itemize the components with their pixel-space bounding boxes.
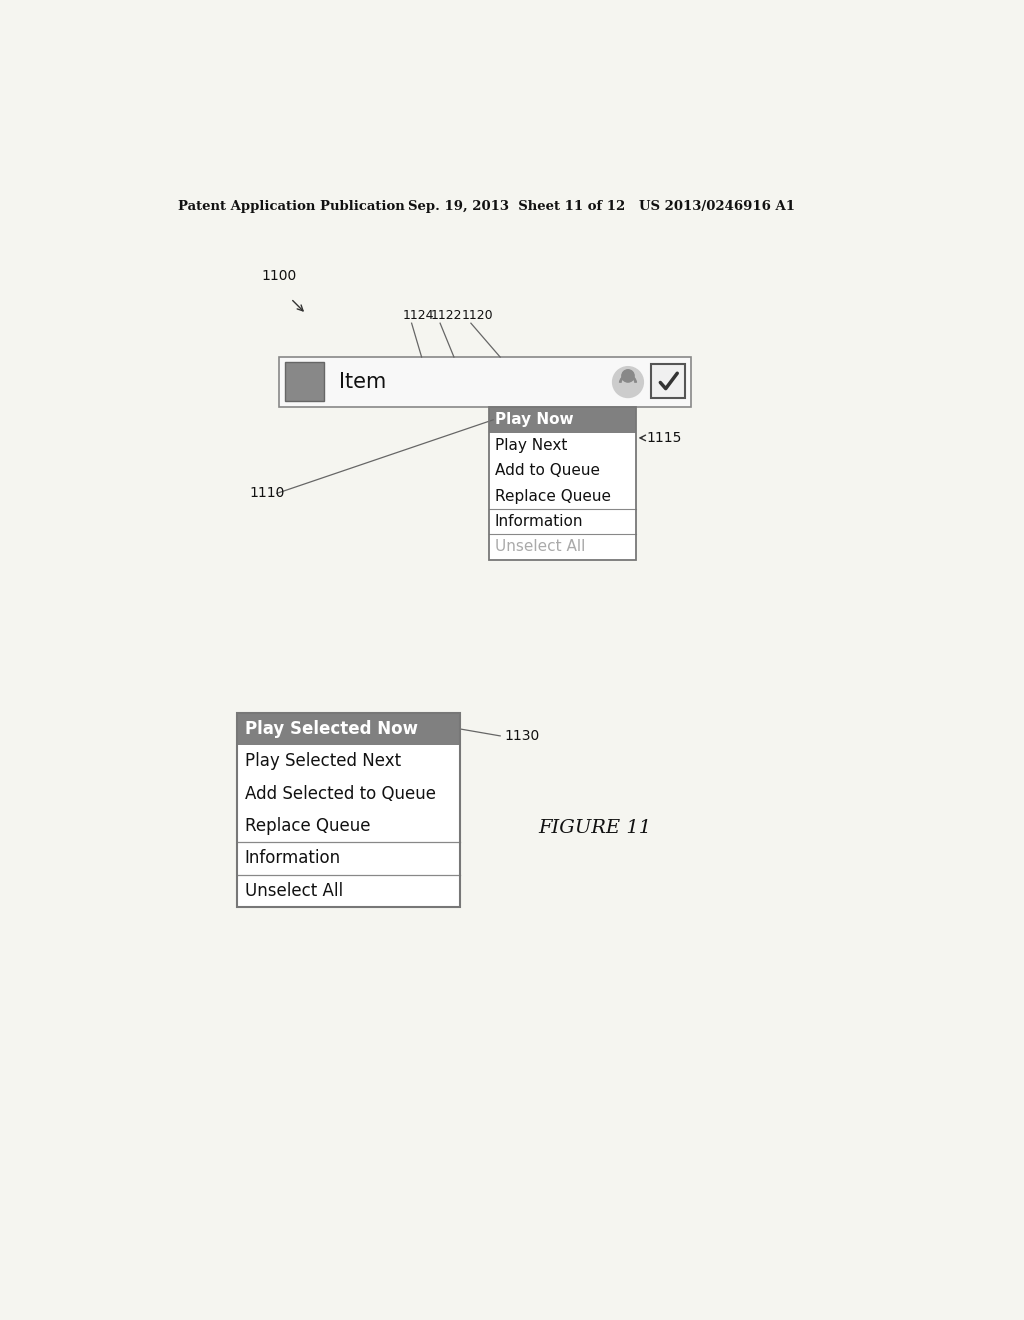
Text: Unselect All: Unselect All [245, 882, 343, 900]
Bar [237, 875, 460, 907]
Text: FIGURE 11: FIGURE 11 [539, 820, 652, 837]
Bar [237, 744, 460, 777]
Text: Play Now: Play Now [495, 412, 573, 428]
Text: 1120: 1120 [462, 309, 494, 322]
Bar [237, 713, 460, 907]
Text: Add to Queue: Add to Queue [495, 463, 600, 478]
Bar [489, 483, 636, 508]
Text: US 2013/0246916 A1: US 2013/0246916 A1 [639, 199, 795, 213]
Text: 1110: 1110 [250, 486, 286, 500]
Bar [237, 713, 460, 744]
Text: Replace Queue: Replace Queue [245, 817, 370, 836]
Text: Item: Item [339, 372, 386, 392]
Bar [489, 535, 636, 560]
Text: 1122: 1122 [431, 309, 463, 322]
Bar [237, 777, 460, 810]
Text: Play Selected Next: Play Selected Next [245, 752, 400, 771]
Circle shape [622, 370, 634, 381]
Bar [286, 363, 324, 401]
Bar [489, 407, 636, 433]
Text: Patent Application Publication: Patent Application Publication [178, 199, 406, 213]
Text: Sep. 19, 2013  Sheet 11 of 12: Sep. 19, 2013 Sheet 11 of 12 [408, 199, 625, 213]
Bar [237, 842, 460, 875]
Text: 1115: 1115 [646, 430, 682, 445]
Circle shape [612, 367, 643, 397]
Text: 1100: 1100 [261, 269, 297, 284]
Bar [489, 433, 636, 458]
Bar [237, 810, 460, 842]
Text: Play Next: Play Next [495, 438, 567, 453]
Bar [489, 458, 636, 483]
Text: 1130: 1130 [504, 729, 540, 743]
Text: 1124: 1124 [402, 309, 434, 322]
Bar [651, 364, 685, 397]
Bar [489, 407, 636, 560]
Text: Play Selected Now: Play Selected Now [245, 719, 418, 738]
Text: Replace Queue: Replace Queue [495, 488, 610, 503]
Bar [280, 358, 691, 407]
Bar [489, 508, 636, 535]
Text: Unselect All: Unselect All [495, 540, 585, 554]
Text: Information: Information [245, 849, 341, 867]
Text: Add Selected to Queue: Add Selected to Queue [245, 784, 435, 803]
Text: Information: Information [495, 513, 584, 529]
